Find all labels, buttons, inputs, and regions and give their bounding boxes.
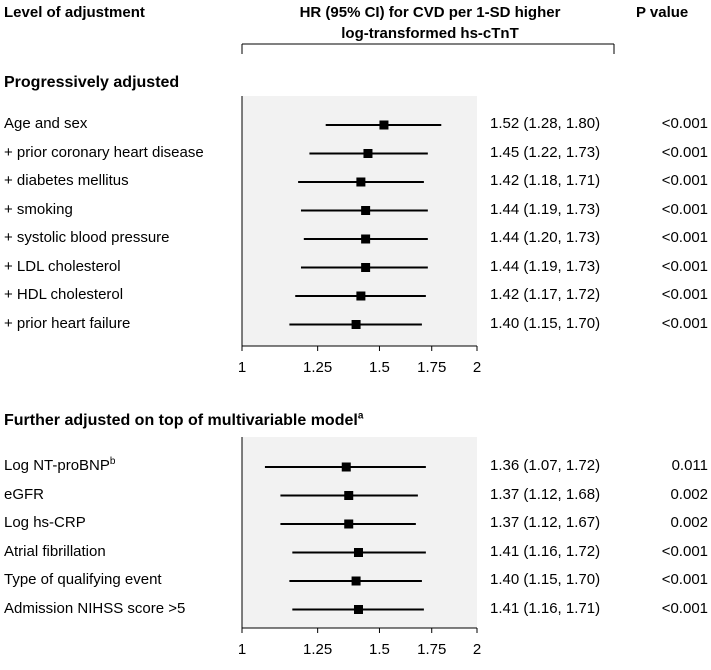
hr-point-marker xyxy=(351,576,361,586)
column-header-hr-line2: log-transformed hs-cTnT xyxy=(341,25,519,42)
hr-point-marker xyxy=(353,605,363,614)
p-value: <0.001 xyxy=(661,229,708,246)
hr-point-marker xyxy=(363,149,373,158)
p-value: 0.011 xyxy=(671,457,708,474)
p-value: <0.001 xyxy=(661,571,708,588)
p-value: <0.001 xyxy=(661,115,708,132)
section-title-further: Further adjusted on top of multivariable… xyxy=(4,410,364,429)
row-label: eGFR xyxy=(4,486,44,503)
x-tick-label: 2 xyxy=(473,359,481,376)
hr-ci-text: 1.42 (1.17, 1.72) xyxy=(490,286,601,303)
row-label-text: + prior heart failure xyxy=(4,314,131,332)
x-tick-label: 1.75 xyxy=(417,359,446,376)
row-label: + smoking xyxy=(4,201,73,218)
column-header-hr-line1: HR (95% CI) for CVD per 1-SD higher xyxy=(299,4,561,21)
hr-point-marker xyxy=(361,263,371,272)
row-label-text: eGFR xyxy=(4,485,45,503)
hr-ci-text: 1.41 (1.16, 1.72) xyxy=(490,542,601,560)
p-value: 0.002 xyxy=(670,514,708,531)
row-label: Atrial fibrillation xyxy=(4,543,106,560)
p-value: <0.001 xyxy=(661,542,708,560)
hr-point-marker xyxy=(353,548,363,557)
hr-point-marker xyxy=(379,120,389,130)
column-header-level: Level of adjustment xyxy=(4,4,145,21)
hr-point-marker xyxy=(361,234,371,244)
row-label: + diabetes mellitus xyxy=(4,172,129,189)
x-tick-label: 1.25 xyxy=(303,641,332,658)
row-label-text: Log hs-CRP xyxy=(4,514,86,531)
row-label: + HDL cholesterol xyxy=(4,286,123,303)
p-value: <0.001 xyxy=(661,286,708,303)
hr-ci-text: 1.36 (1.07, 1.72) xyxy=(490,457,601,474)
row-label-text: + diabetes mellitus xyxy=(4,172,129,189)
section-title-progressive: Progressively adjusted xyxy=(4,74,180,91)
hr-ci-text: 1.44 (1.19, 1.73) xyxy=(490,200,601,218)
p-value: <0.001 xyxy=(661,172,708,189)
hr-point-marker xyxy=(361,206,371,215)
hr-ci-text: 1.52 (1.28, 1.80) xyxy=(490,115,601,132)
hr-point-marker xyxy=(356,291,366,301)
row-label: Age and sex xyxy=(4,115,87,132)
row-label: Log NT-proBNPb xyxy=(4,456,116,475)
hr-point-marker xyxy=(344,519,354,529)
hr-ci-text: 1.44 (1.20, 1.73) xyxy=(490,229,601,246)
plot-background-1 xyxy=(242,96,477,346)
row-label-text: + HDL cholesterol xyxy=(4,286,124,303)
x-tick-label: 1.5 xyxy=(369,359,390,376)
row-label-footnote: b xyxy=(109,456,116,467)
p-value: <0.001 xyxy=(661,257,708,275)
section-footnote-marker: a xyxy=(357,410,364,422)
hr-ci-text: 1.42 (1.18, 1.71) xyxy=(490,172,601,189)
x-tick-label: 1.25 xyxy=(303,359,332,376)
plot-background-2 xyxy=(242,437,477,628)
hr-ci-text: 1.40 (1.15, 1.70) xyxy=(490,314,601,332)
hr-point-marker xyxy=(344,491,354,500)
row-label: + prior heart failure xyxy=(4,315,130,332)
row-label: Log hs-CRP xyxy=(4,514,86,531)
p-value: 0.002 xyxy=(670,485,708,503)
row-label-text: + LDL cholesterol xyxy=(4,257,121,275)
hr-ci-text: 1.40 (1.15, 1.70) xyxy=(490,571,601,588)
row-label-text: Log NT-proBNP xyxy=(4,457,110,474)
row-label-text: Type of qualifying event xyxy=(4,571,162,588)
row-label: + systolic blood pressure xyxy=(4,229,170,246)
hr-point-marker xyxy=(356,177,366,187)
row-label: Type of qualifying event xyxy=(4,571,162,588)
column-header-pvalue: P value xyxy=(636,4,689,21)
x-tick-label: 2 xyxy=(473,641,481,658)
row-label: + prior coronary heart disease xyxy=(4,144,204,161)
hr-point-marker xyxy=(351,320,361,329)
x-tick-label: 1 xyxy=(238,359,246,376)
x-tick-label: 1.5 xyxy=(369,641,390,658)
row-label-text: + smoking xyxy=(4,200,73,218)
x-tick-label: 1 xyxy=(238,641,246,658)
row-label-text: Atrial fibrillation xyxy=(4,542,106,560)
p-value: <0.001 xyxy=(661,599,708,617)
row-label-text: + prior coronary heart disease xyxy=(4,143,204,161)
p-value: <0.001 xyxy=(661,314,708,332)
hr-ci-text: 1.37 (1.12, 1.68) xyxy=(490,485,601,503)
row-label: Admission NIHSS score >5 xyxy=(4,600,185,617)
p-value: <0.001 xyxy=(661,200,708,218)
hr-ci-text: 1.45 (1.22, 1.73) xyxy=(490,143,601,161)
row-label: + LDL cholesterol xyxy=(4,258,121,275)
row-label-text: Age and sex xyxy=(4,115,88,132)
hr-ci-text: 1.44 (1.19, 1.73) xyxy=(490,257,601,275)
hr-point-marker xyxy=(341,462,351,472)
hr-ci-text: 1.37 (1.12, 1.67) xyxy=(490,514,601,531)
row-label-text: Admission NIHSS score >5 xyxy=(4,599,186,617)
row-label-text: + systolic blood pressure xyxy=(4,229,170,246)
x-tick-label: 1.75 xyxy=(417,641,446,658)
hr-ci-text: 1.41 (1.16, 1.71) xyxy=(490,599,601,617)
p-value: <0.001 xyxy=(661,143,708,161)
